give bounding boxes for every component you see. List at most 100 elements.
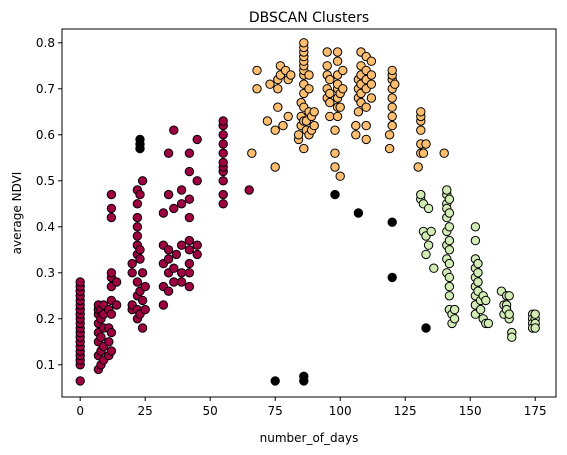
data-point — [75, 277, 85, 287]
data-point — [106, 309, 117, 319]
data-point — [530, 309, 540, 319]
x-tick-label: 75 — [268, 404, 283, 418]
data-point — [163, 245, 174, 255]
data-point — [309, 107, 319, 117]
y-axis-label: average NDVI — [10, 172, 24, 255]
data-point — [137, 268, 148, 278]
data-point — [176, 240, 187, 250]
data-point — [184, 281, 195, 292]
data-point — [423, 240, 434, 250]
data-point — [106, 268, 117, 278]
data-point — [361, 134, 371, 145]
data-point — [416, 107, 426, 117]
x-tick-label: 0 — [76, 404, 84, 418]
data-point — [111, 300, 122, 310]
data-point — [387, 65, 397, 76]
data-point — [169, 277, 179, 287]
data-point — [444, 235, 455, 246]
data-point — [132, 212, 143, 223]
data-point — [421, 323, 431, 333]
data-point — [361, 120, 371, 131]
data-point — [444, 272, 455, 283]
data-point — [75, 376, 85, 386]
axes-frame — [61, 28, 557, 398]
data-point — [137, 295, 148, 306]
data-point — [444, 222, 455, 232]
data-point — [504, 291, 514, 301]
data-point — [169, 203, 179, 214]
data-point — [270, 125, 280, 135]
data-point — [184, 258, 195, 269]
data-point — [439, 148, 449, 158]
y-tick-label: 0.5 — [36, 174, 55, 188]
data-point — [163, 189, 174, 200]
data-point — [218, 139, 228, 149]
data-point — [473, 277, 483, 287]
data-point — [421, 139, 431, 149]
data-point — [218, 189, 228, 200]
data-point — [184, 194, 195, 204]
data-point — [96, 332, 106, 342]
data-point — [322, 61, 332, 71]
x-axis-ticks: 0 25 50 75 100 125 150 175 — [76, 397, 547, 418]
chart-title: DBSCAN Clusters — [249, 10, 369, 26]
data-point — [104, 337, 114, 347]
data-point — [184, 166, 195, 177]
data-point — [135, 245, 145, 255]
data-point — [218, 176, 228, 186]
data-point — [338, 65, 348, 76]
data-point — [135, 134, 145, 145]
data-point — [429, 263, 439, 273]
data-point — [158, 300, 169, 310]
data-point — [299, 143, 309, 154]
data-point — [473, 258, 483, 269]
data-point — [325, 74, 335, 85]
data-point — [132, 231, 143, 241]
data-point — [309, 120, 319, 131]
data-point — [176, 185, 187, 195]
data-point — [169, 125, 179, 135]
data-point — [184, 148, 195, 158]
data-point — [366, 93, 377, 103]
data-point — [470, 235, 481, 246]
data-point — [192, 249, 202, 260]
x-tick-label: 25 — [138, 404, 153, 418]
data-point — [442, 185, 452, 195]
data-point — [218, 148, 228, 158]
data-point — [325, 111, 335, 122]
data-point — [444, 281, 455, 292]
data-point — [135, 254, 145, 264]
data-point — [387, 217, 397, 227]
data-point — [475, 304, 486, 315]
data-point — [473, 268, 483, 278]
data-point — [335, 102, 345, 112]
data-point — [387, 111, 397, 122]
data-point — [192, 240, 202, 250]
data-point — [449, 304, 460, 315]
data-point — [366, 79, 377, 89]
x-axis-label: number_of_days — [260, 431, 359, 445]
data-point — [444, 194, 455, 204]
data-point — [278, 120, 288, 131]
data-point — [387, 120, 397, 131]
data-point — [338, 84, 348, 94]
y-tick-label: 0.8 — [36, 36, 55, 50]
data-point — [325, 88, 335, 99]
data-point — [330, 189, 340, 200]
data-point — [192, 176, 202, 186]
data-point — [418, 148, 429, 158]
data-point — [270, 162, 280, 172]
data-points-layer — [75, 38, 540, 386]
data-point — [265, 79, 275, 89]
data-point — [366, 56, 377, 66]
data-point — [330, 148, 340, 158]
data-point — [163, 254, 174, 264]
data-point — [530, 323, 540, 333]
data-point — [332, 47, 343, 57]
data-point — [444, 245, 455, 255]
data-point — [270, 376, 280, 386]
data-point — [252, 84, 262, 94]
data-point — [176, 277, 187, 287]
data-point — [449, 314, 460, 324]
data-point — [351, 130, 361, 140]
